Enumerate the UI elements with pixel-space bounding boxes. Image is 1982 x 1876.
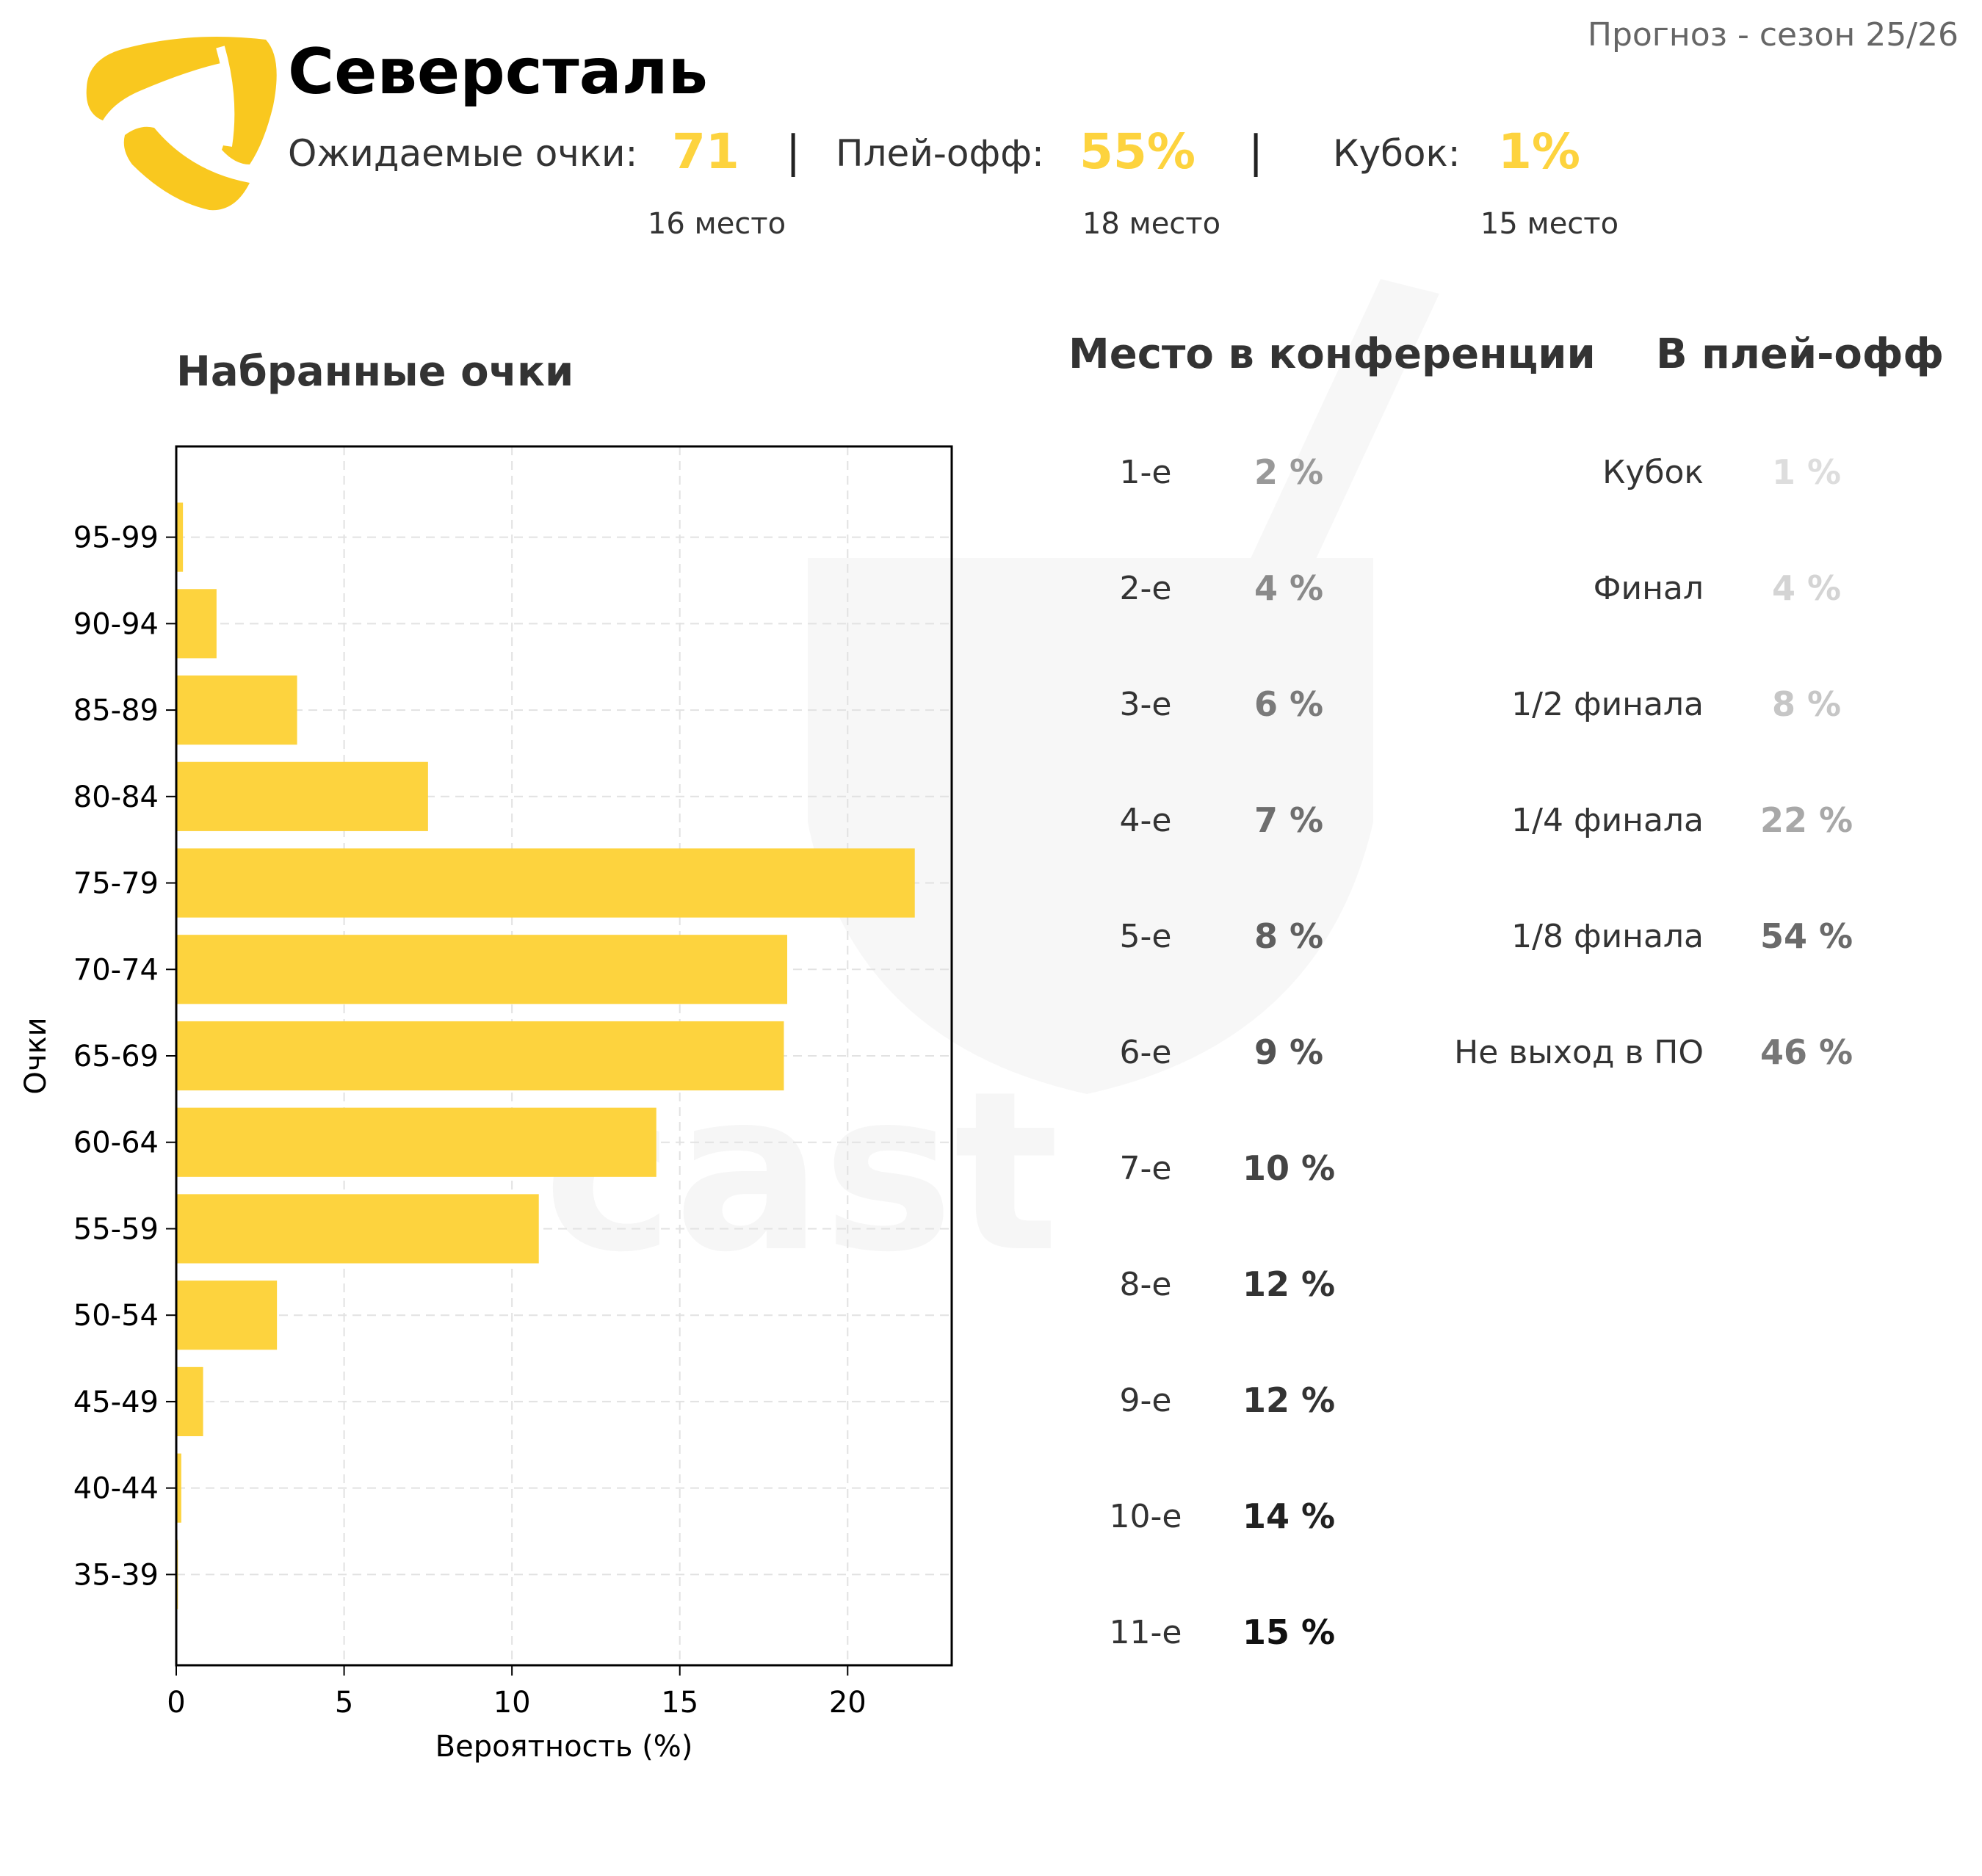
conference-place-value: 14 % (1242, 1496, 1336, 1536)
team-logo-icon (86, 37, 277, 211)
bar (176, 675, 297, 745)
bar (176, 589, 217, 659)
watermark-graphic: cast (543, 279, 1439, 1300)
conference-place-label: 6-е (1119, 1034, 1172, 1071)
bar (176, 1194, 539, 1264)
conference-place-value: 9 % (1254, 1032, 1324, 1072)
playoff-label: Плей-офф: (836, 132, 1044, 175)
playoff-stage-label: 1/8 финала (1511, 918, 1704, 955)
y-tick-label: 45-49 (73, 1386, 159, 1419)
conference-place-value: 15 % (1242, 1612, 1336, 1652)
bar (176, 1107, 657, 1177)
expected-points-value: 71 (672, 123, 739, 180)
team-name: Северсталь (288, 35, 708, 109)
y-tick-label: 65-69 (73, 1040, 159, 1073)
playoff-stage-label: Кубок (1602, 454, 1704, 491)
stat-separator: | (1248, 126, 1264, 178)
conference-title: Место в конференции (1068, 330, 1596, 378)
bar (176, 502, 184, 572)
conference-place-value: 12 % (1242, 1264, 1336, 1304)
conference-place-value: 10 % (1242, 1148, 1336, 1188)
bar (176, 1366, 203, 1437)
x-tick-label: 10 (493, 1686, 531, 1720)
playoff-title: В плей-офф (1656, 330, 1944, 378)
x-tick-label: 5 (335, 1686, 353, 1720)
conference-place-label: 8-е (1119, 1266, 1172, 1303)
conference-place-label: 3-е (1119, 686, 1172, 723)
conference-place-value: 12 % (1242, 1380, 1336, 1420)
conference-place-label: 2-е (1119, 570, 1172, 607)
conference-place-value: 6 % (1254, 684, 1324, 724)
plot-frame (175, 445, 953, 1667)
playoff-stage-value: 54 % (1759, 916, 1853, 956)
conference-place-label: 10-е (1109, 1498, 1182, 1535)
playoff-value: 55% (1079, 123, 1196, 180)
y-tick-label: 85-89 (73, 694, 159, 728)
y-tick-label: 75-79 (73, 867, 159, 901)
season-label: Прогноз - сезон 25/26 (1587, 16, 1959, 54)
playoff-stage-label: Финал (1593, 570, 1704, 607)
conference-place-value: 7 % (1254, 800, 1324, 840)
x-tick-label: 15 (661, 1686, 698, 1720)
playoff-stage-value: 46 % (1759, 1032, 1853, 1072)
y-tick-label: 50-54 (73, 1299, 159, 1333)
expected-points-rank: 16 место (647, 207, 786, 241)
playoff-stage-value: 8 % (1771, 684, 1842, 724)
stat-separator: | (786, 126, 801, 178)
y-tick-label: 80-84 (73, 781, 159, 814)
y-axis-label: Очки (19, 1017, 53, 1094)
x-tick-label: 20 (829, 1686, 867, 1720)
conference-place-value: 4 % (1254, 568, 1324, 608)
y-tick-label: 55-59 (73, 1212, 159, 1246)
playoff-stage-label: 1/4 финала (1511, 802, 1704, 839)
playoff-stage-label: Не выход в ПО (1454, 1034, 1704, 1071)
bar (176, 1453, 181, 1523)
cup-value: 1% (1498, 123, 1581, 180)
cup-label: Кубок: (1333, 132, 1461, 175)
y-tick-label: 70-74 (73, 953, 159, 987)
bar (176, 935, 787, 1004)
conference-place-label: 4-е (1119, 802, 1172, 839)
y-tick-label: 90-94 (73, 607, 159, 641)
cup-rank: 15 место (1480, 207, 1619, 241)
expected-points-label: Ожидаемые очки: (288, 132, 638, 175)
conference-place-label: 7-е (1119, 1150, 1172, 1187)
chart-title: Набранные очки (176, 348, 574, 396)
playoff-stage-value: 4 % (1771, 568, 1842, 608)
y-tick-label: 95-99 (73, 521, 159, 555)
playoff-stage-value: 22 % (1759, 800, 1853, 840)
x-axis-label: Вероятность (%) (435, 1730, 693, 1764)
bar (176, 848, 915, 918)
conference-place-value: 8 % (1254, 916, 1324, 956)
conference-place-label: 11-е (1109, 1614, 1182, 1651)
playoff-stage-label: 1/2 финала (1511, 686, 1704, 723)
bar (176, 1021, 784, 1091)
y-tick-label: 40-44 (73, 1472, 159, 1506)
conference-place-label: 5-е (1119, 918, 1172, 955)
playoff-stage-value: 1 % (1771, 452, 1842, 492)
bar (176, 1281, 278, 1350)
conference-place-label: 9-е (1119, 1382, 1172, 1419)
bar (176, 761, 428, 831)
conference-place-label: 1-е (1119, 454, 1172, 491)
points-bar-chart: 95-99 90-94 85-89 80-84 75-79 70-74 65-69 60-64… (19, 445, 953, 1764)
conference-place-value: 2 % (1254, 452, 1324, 492)
x-tick-label: 0 (167, 1686, 185, 1720)
playoff-rank: 18 место (1082, 207, 1221, 241)
y-tick-label: 35-39 (73, 1558, 159, 1592)
y-tick-label: 60-64 (73, 1126, 159, 1160)
